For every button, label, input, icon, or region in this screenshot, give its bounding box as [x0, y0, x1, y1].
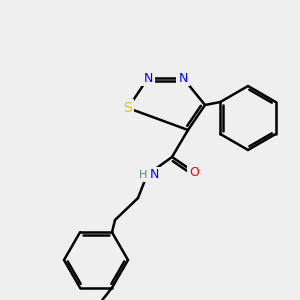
- Text: N: N: [143, 71, 153, 85]
- Text: N: N: [178, 71, 188, 85]
- Text: S: S: [124, 101, 132, 115]
- Text: N: N: [149, 169, 159, 182]
- Text: H: H: [139, 170, 147, 180]
- Text: O: O: [189, 166, 199, 178]
